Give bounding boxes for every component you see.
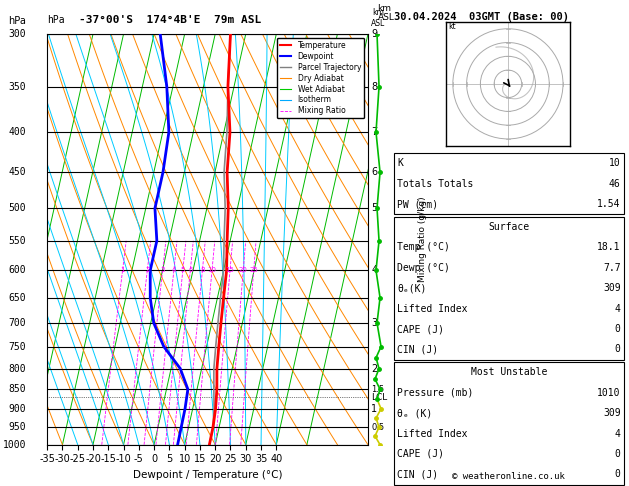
X-axis label: Dewpoint / Temperature (°C): Dewpoint / Temperature (°C) [133, 470, 282, 480]
Text: 850: 850 [9, 384, 26, 394]
Text: θₑ (K): θₑ (K) [397, 408, 432, 418]
Text: Surface: Surface [488, 222, 530, 232]
Text: 1.5: 1.5 [371, 385, 384, 394]
Text: CIN (J): CIN (J) [397, 345, 438, 354]
Text: 5: 5 [371, 203, 377, 213]
Text: 6: 6 [371, 167, 377, 177]
Text: PW (cm): PW (cm) [397, 199, 438, 209]
Text: 700: 700 [9, 318, 26, 328]
Text: hPa: hPa [47, 15, 65, 25]
Text: 1000: 1000 [3, 440, 26, 450]
Text: 2: 2 [145, 267, 150, 274]
Text: 4: 4 [172, 267, 176, 274]
Bar [394, 153, 624, 214]
Text: 4: 4 [371, 265, 377, 276]
Text: 30.04.2024  03GMT (Base: 00): 30.04.2024 03GMT (Base: 00) [394, 12, 569, 22]
Text: 25: 25 [249, 267, 258, 274]
Text: km
ASL: km ASL [377, 4, 394, 22]
Text: 3: 3 [371, 318, 377, 328]
Text: 350: 350 [9, 82, 26, 91]
Text: Temp (°C): Temp (°C) [397, 243, 450, 252]
Text: 1.54: 1.54 [597, 199, 621, 209]
Text: Pressure (mb): Pressure (mb) [397, 388, 474, 398]
Text: 7.7: 7.7 [603, 263, 621, 273]
Text: 0: 0 [615, 469, 621, 479]
Text: CAPE (J): CAPE (J) [397, 324, 444, 334]
Text: 500: 500 [9, 203, 26, 213]
Text: 9: 9 [371, 29, 377, 39]
Text: 0: 0 [615, 324, 621, 334]
Text: 5: 5 [181, 267, 185, 274]
Text: 1: 1 [371, 404, 377, 414]
Text: 1: 1 [120, 267, 125, 274]
Text: 6: 6 [188, 267, 192, 274]
Text: 0.5: 0.5 [371, 423, 384, 432]
Text: 8: 8 [200, 267, 204, 274]
Text: 4: 4 [615, 304, 621, 313]
Text: θₑ(K): θₑ(K) [397, 283, 426, 293]
Text: 8: 8 [371, 82, 377, 91]
Text: LCL: LCL [371, 393, 387, 402]
Bar [394, 217, 624, 360]
Text: Lifted Index: Lifted Index [397, 429, 467, 438]
Text: -37°00'S  174°4B'E  79m ASL: -37°00'S 174°4B'E 79m ASL [79, 15, 261, 25]
Text: Mixing Ratio (g/kg): Mixing Ratio (g/kg) [418, 196, 427, 282]
Text: 10: 10 [208, 267, 216, 274]
Bar [394, 362, 624, 485]
Text: 309: 309 [603, 408, 621, 418]
Text: Dewp (°C): Dewp (°C) [397, 263, 450, 273]
Text: 750: 750 [9, 342, 26, 351]
Text: 15: 15 [226, 267, 235, 274]
Text: 2: 2 [371, 364, 377, 374]
Text: 300: 300 [9, 29, 26, 39]
Text: 950: 950 [9, 422, 26, 432]
Text: 0: 0 [615, 449, 621, 459]
Text: 800: 800 [9, 364, 26, 374]
Text: 650: 650 [9, 293, 26, 303]
Text: 550: 550 [9, 236, 26, 246]
Text: 450: 450 [9, 167, 26, 177]
Legend: Temperature, Dewpoint, Parcel Trajectory, Dry Adiabat, Wet Adiabat, Isotherm, Mi: Temperature, Dewpoint, Parcel Trajectory… [277, 38, 364, 119]
Text: hPa: hPa [8, 16, 26, 26]
Text: km
ASL: km ASL [371, 8, 385, 28]
Text: 900: 900 [9, 404, 26, 414]
Text: CIN (J): CIN (J) [397, 469, 438, 479]
Text: Totals Totals: Totals Totals [397, 179, 474, 189]
Text: 7: 7 [371, 127, 377, 137]
Text: 0: 0 [615, 345, 621, 354]
Text: 3: 3 [160, 267, 165, 274]
Text: 1010: 1010 [597, 388, 621, 398]
Text: 20: 20 [239, 267, 248, 274]
Text: CAPE (J): CAPE (J) [397, 449, 444, 459]
Text: K: K [397, 158, 403, 168]
Text: Lifted Index: Lifted Index [397, 304, 467, 313]
Text: 46: 46 [609, 179, 621, 189]
Text: © weatheronline.co.uk: © weatheronline.co.uk [452, 472, 565, 481]
Text: 4: 4 [615, 429, 621, 438]
Text: 18.1: 18.1 [597, 243, 621, 252]
Text: 600: 600 [9, 265, 26, 276]
Text: kt: kt [448, 22, 456, 31]
Text: 400: 400 [9, 127, 26, 137]
Text: 10: 10 [609, 158, 621, 168]
Text: 309: 309 [603, 283, 621, 293]
Text: Most Unstable: Most Unstable [470, 367, 547, 377]
